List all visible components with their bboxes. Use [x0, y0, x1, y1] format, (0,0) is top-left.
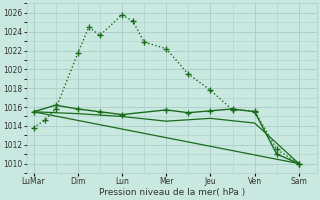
X-axis label: Pression niveau de la mer( hPa ): Pression niveau de la mer( hPa ) [99, 188, 245, 197]
